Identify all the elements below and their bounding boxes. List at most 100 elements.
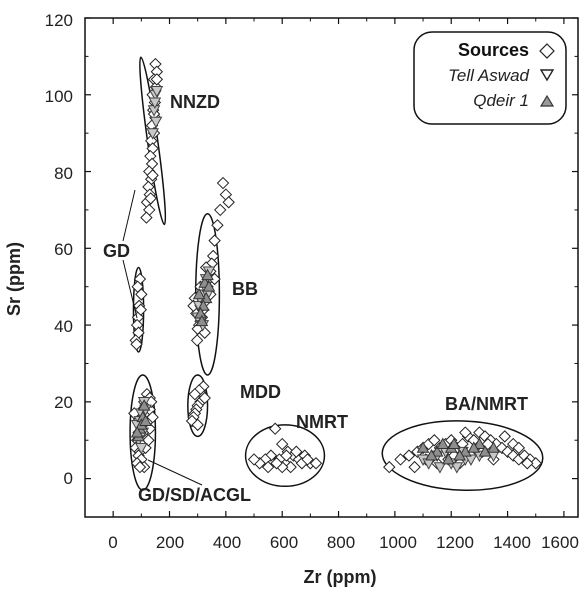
point-sources (142, 434, 155, 447)
point-sources (459, 426, 472, 439)
point-sources (506, 437, 520, 451)
point-sources (284, 460, 297, 474)
group-ellipse-6 (381, 420, 544, 491)
point-tell-aswad (134, 443, 148, 455)
group-label-nnzd: NNZD (170, 92, 220, 112)
group-ellipse-3 (187, 374, 209, 438)
point-sources (495, 441, 509, 455)
x-tick-label: 1400 (493, 533, 531, 552)
y-tick-labels: 0 20 40 60 80 100 120 (45, 11, 73, 488)
point-tell-aswad (450, 462, 464, 474)
leader-line-gd-sd-acgl (147, 459, 203, 486)
point-qdeir-1 (195, 314, 209, 327)
point-sources (261, 460, 275, 474)
y-axis-title: Sr (ppm) (4, 242, 24, 316)
point-qdeir-1 (416, 441, 430, 453)
point-qdeir-1 (139, 414, 152, 426)
point-sources (144, 192, 157, 205)
point-sources (280, 449, 293, 462)
group-labels: NNZD GD BB MDD NMRT BA/NMRT GD/SD/ACGL (103, 92, 528, 505)
point-sources (198, 391, 211, 405)
point-sources (383, 460, 396, 474)
diamond-marker-icon (539, 43, 555, 59)
point-sources (222, 196, 235, 209)
x-tick-label: 400 (213, 533, 241, 552)
point-tell-aswad (464, 454, 478, 466)
axis-frame-group (84, 17, 579, 518)
point-qdeir-1 (447, 437, 461, 449)
group-label-ba-nmrt: BA/NMRT (445, 394, 528, 414)
point-sources (512, 441, 526, 455)
point-tell-aswad (148, 97, 162, 109)
point-sources (211, 219, 224, 232)
x-tick-label: 1200 (436, 533, 474, 552)
point-qdeir-1 (453, 449, 467, 461)
point-qdeir-1 (487, 441, 500, 453)
point-sources (498, 430, 511, 443)
point-sources (428, 434, 441, 447)
legend: Sources Tell Aswad Qdeir 1 (413, 31, 567, 125)
point-sources (275, 437, 289, 451)
point-qdeir-1 (202, 280, 216, 292)
point-qdeir-1 (458, 445, 472, 457)
point-sources (130, 338, 143, 351)
point-sources (216, 176, 230, 190)
y-tick-label: 100 (45, 87, 73, 106)
triangle-down-marker-icon (539, 69, 555, 82)
point-sources (214, 203, 227, 217)
x-tick-label: 200 (156, 533, 184, 552)
x-tick-label: 1000 (379, 533, 417, 552)
point-tell-aswad (433, 462, 447, 474)
point-tell-aswad (150, 86, 164, 98)
point-qdeir-1 (130, 426, 144, 438)
group-ellipse-4 (129, 374, 157, 491)
point-qdeir-1 (425, 449, 438, 461)
point-qdeir-1 (192, 287, 206, 300)
data-points (128, 57, 542, 474)
point-sources (188, 387, 202, 401)
plot-frame (84, 17, 579, 518)
x-tick-label: 1600 (541, 533, 579, 552)
y-tick-label: 60 (54, 240, 73, 259)
group-label-gd-sd-acgl: GD/SD/ACGL (138, 485, 251, 505)
triangle-up-marker-icon (539, 94, 555, 107)
point-qdeir-1 (436, 437, 450, 449)
group-ellipse-5 (244, 424, 326, 488)
point-sources (190, 334, 204, 347)
point-sources (134, 303, 147, 316)
point-sources (146, 169, 159, 182)
point-qdeir-1 (478, 445, 492, 457)
group-label-nmrt: NMRT (296, 412, 348, 432)
group-label-mdd: MDD (240, 382, 281, 402)
legend-title-sources: Sources (458, 40, 529, 60)
point-qdeir-1 (473, 437, 486, 449)
point-sources (408, 460, 421, 474)
tick-marks (85, 17, 578, 517)
point-sources (301, 453, 314, 466)
point-qdeir-1 (201, 268, 214, 281)
legend-item-tell-aswad: Tell Aswad (448, 66, 529, 85)
point-sources (394, 453, 407, 466)
point-sources (521, 457, 534, 470)
point-sources (270, 457, 283, 470)
point-sources (131, 280, 144, 293)
y-tick-label: 80 (54, 164, 73, 183)
legend-item-qdeir-1: Qdeir 1 (473, 91, 529, 110)
y-tick-label: 20 (54, 393, 73, 412)
point-sources (150, 73, 164, 86)
group-label-gd: GD (103, 241, 130, 261)
point-sources (290, 445, 303, 458)
group-label-bb: BB (232, 279, 258, 299)
point-sources (264, 449, 278, 462)
point-sources (208, 234, 221, 247)
point-sources (191, 418, 204, 432)
legend-box (413, 31, 567, 125)
point-sources (133, 460, 147, 474)
leader-line-gd-upper (122, 189, 136, 242)
y-tick-label: 40 (54, 317, 73, 336)
point-sources (146, 410, 159, 424)
leader-line-gd-lower (122, 259, 138, 319)
point-sources (268, 422, 282, 435)
x-tick-label: 0 (108, 533, 117, 552)
